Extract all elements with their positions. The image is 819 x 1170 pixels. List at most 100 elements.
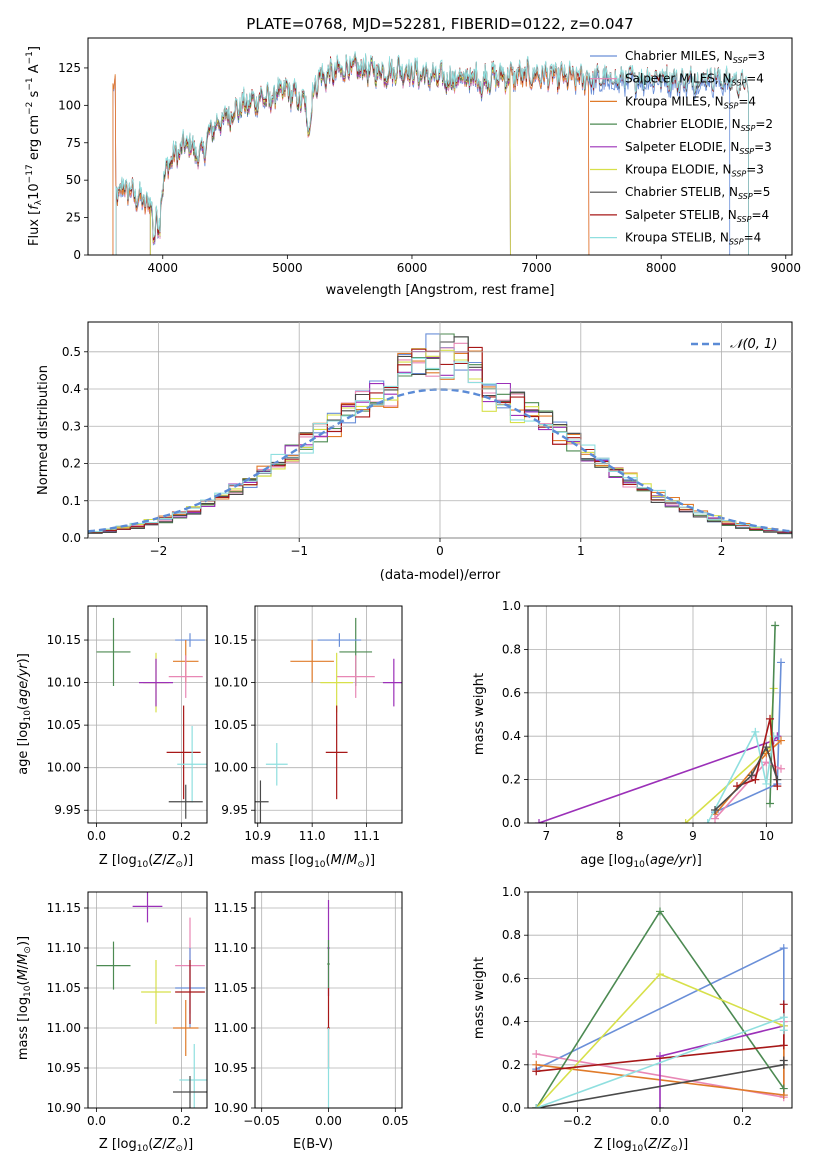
weight_vs_age-ytick-label: 0.4 — [502, 729, 521, 743]
weight-age-xlabel: age [log10(age/yr)] — [580, 853, 702, 870]
weight_vs_age-marker-chabrier-stelib — [711, 805, 719, 814]
mass_vs_z-point-kroupa-miles — [173, 1000, 199, 1056]
weight_vs_age-ytick-label: 0.8 — [502, 642, 521, 656]
mass_vs_z-point-kroupa-elodie — [141, 960, 171, 1024]
age_vs_z-xtick-label: 0.2 — [172, 829, 191, 843]
weight_vs_z-frame — [527, 891, 793, 1109]
mass_vs_z-point-salpeter-elodie — [132, 892, 163, 923]
age_vs_mass-point-salpeter-stelib — [325, 705, 348, 800]
residuals-xlabel: (data-model)/error — [380, 568, 501, 583]
spectrum-series-kroupa-miles — [112, 57, 590, 256]
age_vs_z-point-salpeter-elodie — [139, 658, 173, 707]
mass_vs_z-point-salpeter-stelib — [175, 960, 205, 1024]
weight_vs_age-grid — [528, 605, 792, 824]
legend-label-kroupa-miles: Kroupa MILES, NSSP=4 — [625, 94, 756, 110]
mass_vs_z-point-kroupa-stelib — [179, 1044, 207, 1108]
mass_vs_ebv-ytick-label: 11.05 — [214, 981, 248, 995]
age_vs_z-panel: 0.0 0.2 9.95 10.00 10.05 10.10 10.15 — [47, 605, 208, 843]
residuals-ytick-label: 0.3 — [62, 419, 81, 433]
legend-label-salpeter-stelib: Salpeter STELIB, NSSP=4 — [625, 208, 769, 224]
weight-age-ylabel: mass weight — [472, 673, 487, 755]
weight_vs_age-marker-kroupa-stelib — [751, 727, 760, 736]
residuals-xtick-label: 2 — [718, 544, 726, 558]
weight_vs_z-xtick-label: 0.0 — [650, 1114, 669, 1128]
residuals-ylabel: Normed distribution — [36, 365, 51, 495]
age_vs_z-ytick-label: 10.00 — [47, 761, 81, 775]
normal-legend-label: 𝒩(0, 1) — [730, 337, 777, 352]
age_vs_z-ytick-label: 10.05 — [47, 718, 81, 732]
age_vs_z-ytick-label: 10.10 — [47, 676, 81, 690]
residuals-xtick-label: −1 — [290, 544, 308, 558]
weight_vs_z-ytick-label: 0.4 — [502, 1015, 521, 1029]
mass-z-xlabel: Z [log10(Z/Z⊙)] — [99, 1137, 193, 1154]
mass_vs_z-xtick-label: 0.0 — [87, 1114, 106, 1128]
mass_vs_z-ytick-label: 11.10 — [47, 941, 81, 955]
age_vs_mass-ytick-label: 10.10 — [214, 676, 248, 690]
age_vs_z-point-chabrier-miles — [175, 633, 205, 647]
parameter-panels: 0.0 0.2 9.95 10.00 10.05 10.10 10.15 10.9 11.0 11… — [47, 599, 793, 1128]
weight_vs_z-xtick-label: −0.2 — [563, 1114, 592, 1128]
weight_vs_age-line-chabrier-stelib — [714, 744, 779, 811]
mass_vs_ebv-frame — [254, 891, 403, 1109]
weight_vs_z-marker-kroupa-stelib — [779, 1026, 788, 1035]
weight_vs_age-marker-salpeter-miles — [777, 764, 785, 773]
weight_vs_z-ytick-label: 0.0 — [502, 1101, 521, 1115]
weight-z-ylabel: mass weight — [472, 957, 487, 1039]
mass_vs_ebv-point-chabrier-elodie — [327, 940, 330, 988]
spectrum-panel: PLATE=0768, MJD=52281, FIBERID=0122, z=0… — [25, 15, 801, 298]
residuals-grid — [88, 322, 792, 539]
mass_vs_z-ytick-label: 11.15 — [47, 901, 81, 915]
age_vs_mass-ytick-label: 9.95 — [221, 803, 248, 817]
age_vs_z-frame — [87, 605, 208, 824]
weight-z-xlabel: Z [log10(Z/Z⊙)] — [594, 1137, 688, 1154]
age_vs_z-point-salpeter-miles — [168, 655, 203, 698]
age_vs_mass-point-salpeter-elodie — [382, 658, 402, 707]
weight_vs_z-panel: −0.2 0.0 0.2 0.0 0.2 0.4 0.6 0.8 1.0 — [502, 885, 793, 1128]
weight_vs_age-marker-salpeter-elodie — [535, 819, 543, 823]
weight_vs_z-marker-chabrier-miles — [779, 944, 788, 953]
legend-label-chabrier-miles: Chabrier MILES, NSSP=3 — [625, 49, 765, 65]
age_vs_z-marks — [96, 617, 207, 819]
spectrum-ytick-label: 50 — [66, 173, 81, 187]
age_vs_mass-ytick-label: 10.00 — [214, 761, 248, 775]
weight_vs_age-marks — [535, 621, 785, 823]
age_vs_mass-xtick-label: 11.1 — [353, 829, 380, 843]
mass_vs_ebv-xtick-label: 0.00 — [315, 1114, 342, 1128]
weight_vs_age-marker-chabrier-stelib — [773, 775, 782, 784]
spectrum-series-salpeter-miles — [112, 57, 590, 256]
spectrum-xtick-label: 4000 — [147, 261, 178, 275]
mass_vs_ebv-point-kroupa-stelib — [327, 1028, 330, 1108]
spectrum-ytick-label: 125 — [58, 61, 81, 75]
weight_vs_age-marker-kroupa-elodie — [681, 819, 690, 823]
spectrum-ylabel: Flux [fλ10−17 erg cm−2 s−1 A−1] — [25, 46, 44, 246]
spectrum-xlabel: wavelength [Angstrom, rest frame] — [326, 283, 555, 298]
weight_vs_z-line-salpeter-elodie — [659, 1025, 784, 1108]
weight_vs_z-marker-kroupa-stelib — [779, 1013, 788, 1022]
spectrum-frame — [87, 37, 793, 256]
weight_vs_z-marker-chabrier-stelib — [779, 1056, 788, 1065]
mass_vs_ebv-ytick-label: 10.90 — [214, 1101, 248, 1115]
mass-ebv-xlabel: E(B-V) — [293, 1137, 333, 1152]
age-z-xlabel: Z [log10(Z/Z⊙)] — [99, 853, 193, 870]
mass_vs_z-ytick-label: 10.90 — [47, 1101, 81, 1115]
age_vs_mass-point-salpeter-miles — [336, 655, 375, 698]
weight_vs_age-frame — [527, 605, 793, 824]
age_vs_z-point-kroupa-stelib — [177, 725, 207, 803]
spectrum-series-kroupa-stelib — [115, 51, 749, 255]
legend-label-kroupa-elodie: Kroupa ELODIE, NSSP=3 — [625, 163, 764, 179]
age_vs_mass-marks — [255, 617, 402, 823]
weight_vs_age-marker-chabrier-miles — [777, 658, 785, 667]
weight_vs_age-marker-kroupa-miles — [777, 736, 785, 745]
mass-z-ylabel: mass [log10(M/M⊙)] — [16, 936, 33, 1060]
weight_vs_age-marker-kroupa-stelib — [762, 779, 771, 788]
weight_vs_age-marker-chabrier-stelib — [762, 743, 771, 752]
age-mass-xlabel: mass [log10(M/M⊙)] — [251, 853, 375, 870]
mass_vs_z-ytick-label: 11.05 — [47, 981, 81, 995]
age-z-ylabel: age [log10(age/yr)] — [16, 653, 33, 775]
spectrum-legend: Chabrier MILES, NSSP=3 Salpeter MILES, NS… — [590, 49, 773, 247]
weight_vs_age-marker-chabrier-elodie — [771, 621, 780, 630]
age_vs_mass-xtick-label: 10.9 — [244, 829, 271, 843]
age_vs_mass-point-chabrier-miles — [317, 633, 362, 647]
residuals-ytick-label: 0.5 — [62, 345, 81, 359]
